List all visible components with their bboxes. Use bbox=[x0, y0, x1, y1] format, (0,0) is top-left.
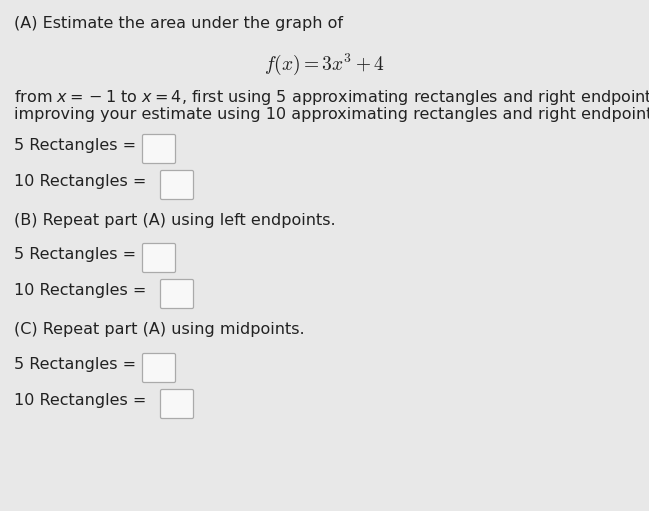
Text: (A) Estimate the area under the graph of: (A) Estimate the area under the graph of bbox=[14, 16, 343, 31]
Text: 5 Rectangles =: 5 Rectangles = bbox=[14, 357, 136, 372]
Text: improving your estimate using 10 approximating rectangles and right endpoints.: improving your estimate using 10 approxi… bbox=[14, 107, 649, 122]
Text: from $x = -1$ to $x = 4$, first using 5 approximating rectangles and right endpo: from $x = -1$ to $x = 4$, first using 5 … bbox=[14, 88, 649, 107]
FancyBboxPatch shape bbox=[160, 171, 193, 199]
FancyBboxPatch shape bbox=[160, 280, 193, 309]
Text: 5 Rectangles =: 5 Rectangles = bbox=[14, 247, 136, 262]
Text: 10 Rectangles =: 10 Rectangles = bbox=[14, 283, 147, 298]
FancyBboxPatch shape bbox=[143, 134, 175, 164]
FancyBboxPatch shape bbox=[143, 354, 175, 383]
Text: 10 Rectangles =: 10 Rectangles = bbox=[14, 174, 147, 189]
Text: $f(x) = 3x^3 + 4$: $f(x) = 3x^3 + 4$ bbox=[264, 52, 385, 77]
Text: (C) Repeat part (A) using midpoints.: (C) Repeat part (A) using midpoints. bbox=[14, 322, 304, 337]
Text: 5 Rectangles =: 5 Rectangles = bbox=[14, 138, 136, 153]
FancyBboxPatch shape bbox=[160, 389, 193, 419]
Text: (B) Repeat part (A) using left endpoints.: (B) Repeat part (A) using left endpoints… bbox=[14, 213, 336, 228]
Text: 10 Rectangles =: 10 Rectangles = bbox=[14, 393, 147, 408]
FancyBboxPatch shape bbox=[143, 244, 175, 272]
